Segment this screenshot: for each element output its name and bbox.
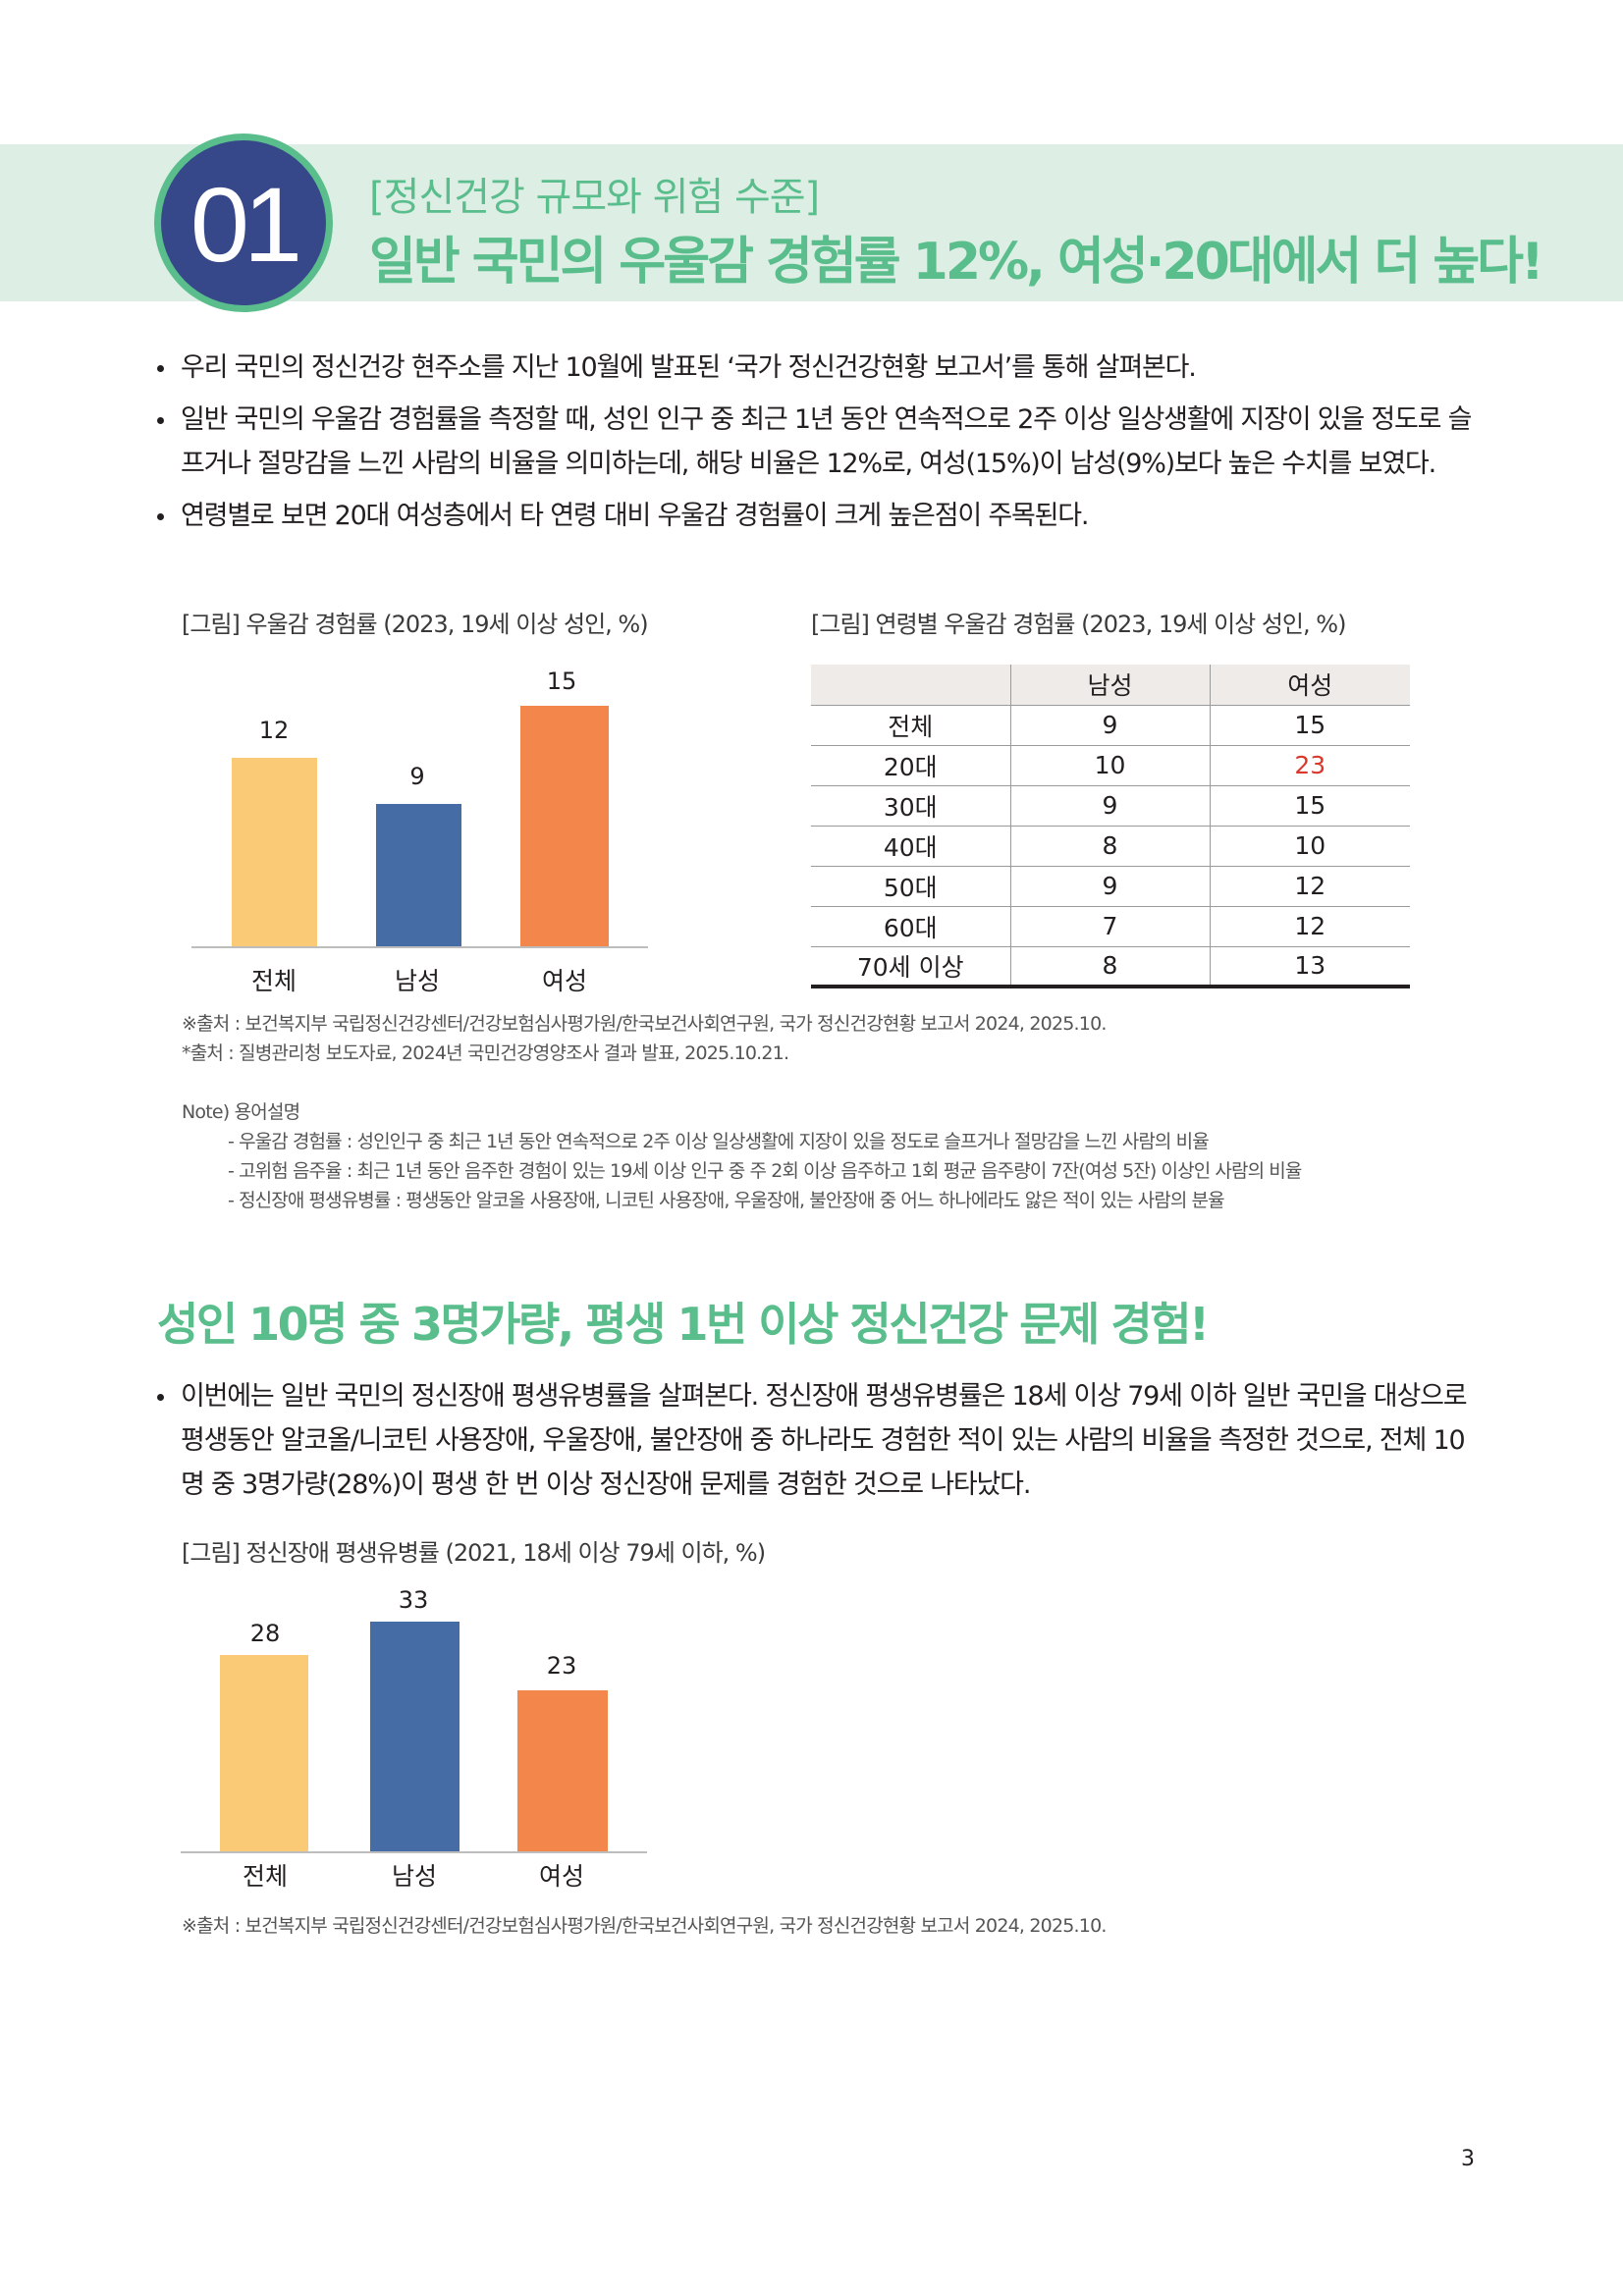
table-header-cell: 여성: [1209, 665, 1410, 706]
bar-female: [520, 706, 609, 946]
x-axis-line: [181, 1851, 647, 1853]
x-axis-line: [191, 946, 648, 948]
bar-value-male: 9: [409, 763, 425, 790]
section1-bullets: 우리 국민의 정신건강 현주소를 지난 10월에 발표된 ‘국가 정신건강현황 …: [157, 346, 1473, 546]
row-label: 40대: [811, 826, 1010, 867]
bar-value-male: 33: [398, 1586, 429, 1614]
row-label: 30대: [811, 785, 1010, 827]
row-label: 20대: [811, 745, 1010, 786]
note-item: - 정신장애 평생유병률 : 평생동안 알코올 사용장애, 니코틴 사용장애, …: [228, 1190, 1225, 1211]
bar-total: [232, 758, 317, 946]
bar-female: [517, 1690, 608, 1851]
table-header-cell: [811, 665, 1010, 706]
table-row: 40대 8 10: [811, 826, 1410, 867]
male-value: 8: [1009, 826, 1210, 867]
bullet-item: 우리 국민의 정신건강 현주소를 지난 10월에 발표된 ‘국가 정신건강현황 …: [157, 346, 1473, 390]
note-item: - 고위험 음주율 : 최근 1년 동안 음주한 경험이 있는 19세 이상 인…: [228, 1160, 1302, 1182]
bullet-item: 일반 국민의 우울감 경험률을 측정할 때, 성인 인구 중 최근 1년 동안 …: [157, 398, 1473, 486]
row-label: 전체: [811, 705, 1010, 746]
mental-disorder-prevalence-bar-chart: 28 33 23 전체 남성 여성: [181, 1580, 647, 1895]
row-label: 50대: [811, 866, 1010, 907]
section-number-badge: 01: [154, 133, 333, 312]
table-row: 30대 9 15: [811, 785, 1410, 827]
note-item: - 우울감 경험률 : 성인인구 중 최근 1년 동안 연속적으로 2주 이상 …: [228, 1131, 1210, 1152]
source-note: *출처 : 질병관리청 보도자료, 2024년 국민건강영양조사 결과 발표, …: [182, 1042, 789, 1064]
bar-male: [376, 804, 461, 946]
page-number: 3: [1461, 2147, 1475, 2171]
female-value: 10: [1209, 826, 1410, 867]
category-label: 전체: [242, 1862, 288, 1891]
female-value-highlighted: 23: [1209, 745, 1410, 786]
section-subtitle: [정신건강 규모와 위험 수준]: [369, 175, 820, 220]
row-label: 70세 이상: [811, 946, 1010, 988]
table-row: 전체 9 15: [811, 705, 1410, 746]
female-value: 12: [1209, 866, 1410, 907]
male-value: 9: [1009, 705, 1210, 746]
source-note: ※출처 : 보건복지부 국립정신건강센터/건강보험심사평가원/한국보건사회연구원…: [182, 1915, 1107, 1937]
female-value: 13: [1209, 946, 1410, 988]
category-label: 여성: [538, 1862, 584, 1891]
section2-bullets: 이번에는 일반 국민의 정신장애 평생유병률을 살펴본다. 정신장애 평생유병률…: [157, 1374, 1473, 1515]
bar-value-total: 28: [249, 1620, 281, 1647]
figure2-caption: [그림] 연령별 우울감 경험률 (2023, 19세 이상 성인, %): [811, 611, 1346, 638]
male-value: 9: [1009, 785, 1210, 827]
bullet-item: 연령별로 보면 20대 여성층에서 타 연령 대비 우울감 경험률이 크게 높은…: [157, 494, 1473, 538]
category-label: 전체: [250, 967, 297, 995]
section2-title: 성인 10명 중 3명가량, 평생 1번 이상 정신건강 문제 경험!: [157, 1298, 1210, 1351]
category-label: 남성: [394, 967, 440, 995]
table-row: 20대 10 23: [811, 745, 1410, 786]
female-value: 15: [1209, 705, 1410, 746]
category-label: 여성: [541, 967, 587, 995]
bar-male: [370, 1622, 460, 1851]
bullet-item: 이번에는 일반 국민의 정신장애 평생유병률을 살펴본다. 정신장애 평생유병률…: [157, 1374, 1473, 1507]
figure1-caption: [그림] 우울감 경험률 (2023, 19세 이상 성인, %): [182, 611, 649, 638]
badge-circle: 01: [161, 140, 326, 305]
table-header-cell: 남성: [1009, 665, 1210, 706]
table-row: 60대 7 12: [811, 906, 1410, 947]
section-number: 01: [189, 165, 302, 284]
source-note: ※출처 : 보건복지부 국립정신건강센터/건강보험심사평가원/한국보건사회연구원…: [182, 1013, 1107, 1035]
depression-rate-bar-chart: 12 9 15 전체 남성 여성: [191, 648, 648, 1001]
female-value: 12: [1209, 906, 1410, 947]
figure3-caption: [그림] 정신장애 평생유병률 (2021, 18세 이상 79세 이하, %): [182, 1539, 766, 1567]
male-value: 9: [1009, 866, 1210, 907]
male-value: 8: [1009, 946, 1210, 988]
male-value: 7: [1009, 906, 1210, 947]
table-header-row: 남성 여성: [811, 665, 1410, 706]
bar-value-female: 23: [546, 1652, 577, 1680]
section-title: 일반 국민의 우울감 경험률 12%, 여성·20대에서 더 높다!: [369, 233, 1544, 292]
bar-value-female: 15: [546, 667, 577, 695]
category-label: 남성: [391, 1862, 437, 1891]
table-row: 50대 9 12: [811, 866, 1410, 907]
bar-value-total: 12: [258, 717, 290, 744]
bar-total: [220, 1655, 308, 1851]
table-row: 70세 이상 8 13: [811, 946, 1410, 988]
row-label: 60대: [811, 906, 1010, 947]
female-value: 15: [1209, 785, 1410, 827]
male-value: 10: [1009, 745, 1210, 786]
age-depression-table: 남성 여성 전체 9 15 20대 10 23 30대 9 15 40대 8 1…: [811, 665, 1410, 988]
note-title: Note) 용어설명: [182, 1101, 300, 1123]
